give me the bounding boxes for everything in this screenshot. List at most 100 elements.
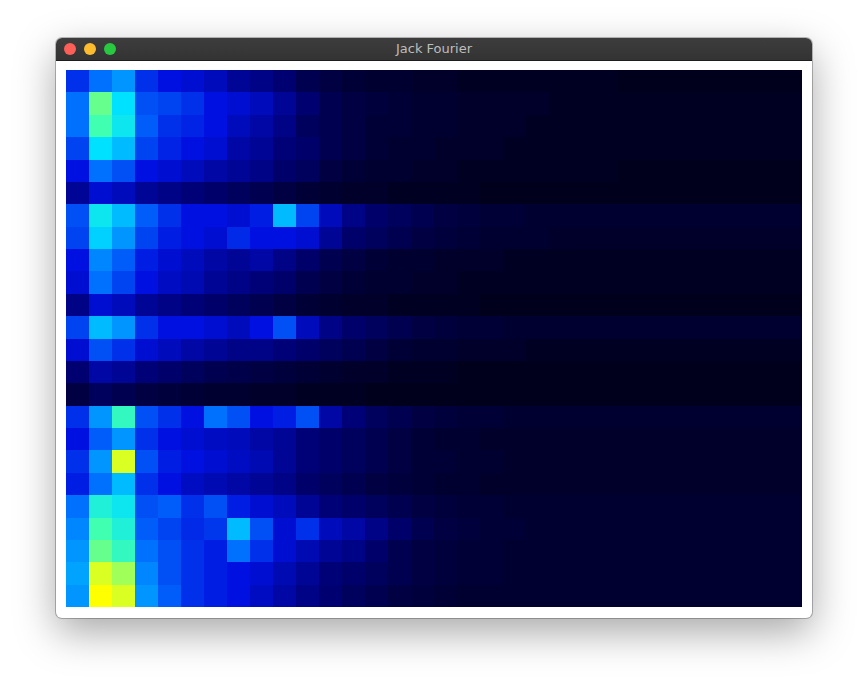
heatmap-cell bbox=[733, 249, 756, 271]
heatmap-cell bbox=[526, 585, 549, 607]
heatmap-cell bbox=[135, 361, 158, 383]
heatmap-cell bbox=[779, 204, 802, 227]
heatmap-cell bbox=[664, 160, 687, 182]
heatmap-cell bbox=[664, 204, 687, 227]
heatmap-cell bbox=[687, 495, 710, 518]
minimize-button[interactable] bbox=[84, 43, 96, 55]
heatmap-cell bbox=[641, 115, 664, 137]
heatmap-cell bbox=[365, 518, 388, 540]
heatmap-cell bbox=[572, 361, 595, 383]
heatmap-cell bbox=[480, 271, 503, 294]
heatmap-cell bbox=[503, 361, 526, 383]
heatmap-cell bbox=[89, 361, 112, 383]
heatmap-cell bbox=[158, 316, 181, 339]
heatmap-cell bbox=[457, 339, 480, 361]
heatmap-cell bbox=[411, 518, 434, 540]
heatmap-cell bbox=[112, 540, 135, 562]
heatmap-cell bbox=[204, 406, 227, 428]
heatmap-cell bbox=[273, 249, 296, 271]
heatmap-cell bbox=[181, 249, 204, 271]
heatmap-cell bbox=[687, 361, 710, 383]
heatmap-cell bbox=[664, 406, 687, 428]
heatmap-cell bbox=[480, 160, 503, 182]
heatmap-cell bbox=[204, 450, 227, 473]
app-window: Jack Fourier bbox=[56, 38, 812, 618]
heatmap-cell bbox=[250, 406, 273, 428]
heatmap-cell bbox=[480, 182, 503, 204]
heatmap-cell bbox=[434, 406, 457, 428]
heatmap-cell bbox=[572, 540, 595, 562]
heatmap-cell bbox=[66, 115, 89, 137]
heatmap-cell bbox=[687, 115, 710, 137]
heatmap-cell bbox=[135, 339, 158, 361]
heatmap-cell bbox=[250, 562, 273, 585]
heatmap-cell bbox=[273, 495, 296, 518]
heatmap-cell bbox=[733, 115, 756, 137]
heatmap-cell bbox=[733, 495, 756, 518]
heatmap-cell bbox=[503, 495, 526, 518]
heatmap-cell bbox=[411, 294, 434, 316]
heatmap-cell bbox=[641, 249, 664, 271]
heatmap-cell bbox=[572, 271, 595, 294]
heatmap-cell bbox=[204, 249, 227, 271]
heatmap-cell bbox=[112, 428, 135, 450]
heatmap-cell bbox=[227, 249, 250, 271]
heatmap-cell bbox=[181, 92, 204, 115]
heatmap-cell bbox=[779, 70, 802, 92]
heatmap-cell bbox=[687, 518, 710, 540]
heatmap-cell bbox=[181, 137, 204, 160]
heatmap-cell bbox=[273, 428, 296, 450]
heatmap-cell bbox=[503, 92, 526, 115]
zoom-button[interactable] bbox=[104, 43, 116, 55]
heatmap-cell bbox=[342, 361, 365, 383]
heatmap-cell bbox=[618, 294, 641, 316]
heatmap-cell bbox=[572, 518, 595, 540]
heatmap-cell bbox=[158, 339, 181, 361]
heatmap-cell bbox=[227, 70, 250, 92]
heatmap-cell bbox=[733, 540, 756, 562]
heatmap-cell bbox=[618, 182, 641, 204]
heatmap-cell bbox=[89, 137, 112, 160]
heatmap-cell bbox=[227, 585, 250, 607]
heatmap-cell bbox=[687, 182, 710, 204]
heatmap-cell bbox=[549, 294, 572, 316]
heatmap-cell bbox=[756, 70, 779, 92]
heatmap-cell bbox=[779, 518, 802, 540]
heatmap-cell bbox=[158, 495, 181, 518]
heatmap-cell bbox=[549, 227, 572, 249]
heatmap-cell bbox=[204, 562, 227, 585]
heatmap-cell bbox=[250, 204, 273, 227]
heatmap-cell bbox=[319, 495, 342, 518]
heatmap-cell bbox=[204, 585, 227, 607]
heatmap-cell bbox=[779, 495, 802, 518]
heatmap-cell bbox=[641, 585, 664, 607]
heatmap-cell bbox=[733, 137, 756, 160]
heatmap-cell bbox=[434, 160, 457, 182]
heatmap-cell bbox=[549, 182, 572, 204]
heatmap-cell bbox=[181, 204, 204, 227]
heatmap-cell bbox=[296, 70, 319, 92]
heatmap-cell bbox=[618, 271, 641, 294]
heatmap-cell bbox=[756, 339, 779, 361]
heatmap-cell bbox=[595, 204, 618, 227]
heatmap-cell bbox=[687, 92, 710, 115]
heatmap-cell bbox=[135, 383, 158, 406]
heatmap-cell bbox=[618, 316, 641, 339]
heatmap-cell bbox=[480, 383, 503, 406]
heatmap-cell bbox=[595, 316, 618, 339]
heatmap-cell bbox=[365, 182, 388, 204]
heatmap-cell bbox=[181, 473, 204, 495]
close-button[interactable] bbox=[64, 43, 76, 55]
heatmap-cell bbox=[204, 92, 227, 115]
heatmap-cell bbox=[250, 428, 273, 450]
heatmap-cell bbox=[227, 495, 250, 518]
heatmap-cell bbox=[664, 227, 687, 249]
heatmap-cell bbox=[273, 137, 296, 160]
heatmap-cell bbox=[756, 562, 779, 585]
heatmap-cell bbox=[158, 406, 181, 428]
heatmap-cell bbox=[618, 473, 641, 495]
heatmap-cell bbox=[434, 227, 457, 249]
heatmap-cell bbox=[273, 182, 296, 204]
heatmap-cell bbox=[89, 294, 112, 316]
heatmap-cell bbox=[710, 92, 733, 115]
